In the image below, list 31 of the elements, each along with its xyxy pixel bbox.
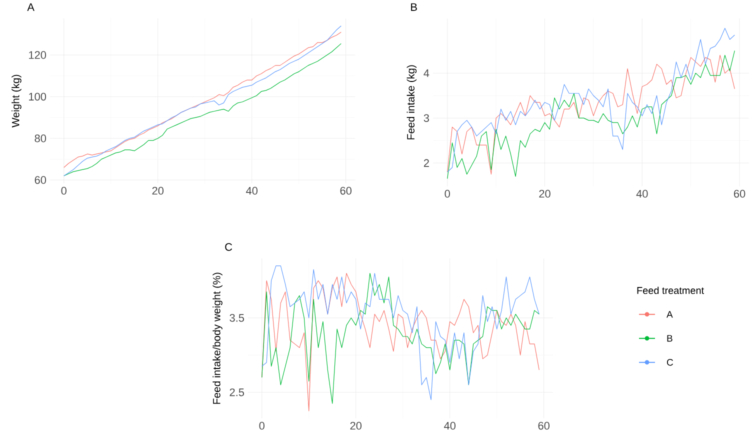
y-tick-label: 3.5 [230,314,244,322]
y-tick-label: 80 [34,134,46,142]
y-tick-label: 3 [424,114,430,122]
y-axis-title: Weight (kg) [12,74,22,128]
x-tick-label: 0 [444,190,450,198]
x-tick-label: 20 [152,186,164,195]
y-tick-label: 60 [34,176,46,184]
x-tick-label: 0 [259,422,264,430]
x-tick-label: 20 [539,190,550,198]
x-tick-label: 60 [734,190,746,198]
x-tick-label: 0 [61,186,66,195]
x-tick-label: 60 [340,186,352,195]
legend-label: C [667,359,674,366]
x-tick-label: 40 [246,186,258,195]
chart-title: C [225,243,232,251]
y-tick-label: 4 [424,69,430,77]
legend-label: A [666,311,673,318]
legend-label: B [667,335,672,342]
y-axis-title: Feed intake (kg) [406,65,417,140]
y-tick-label: 120 [29,51,46,59]
y-tick-label: 2 [424,159,429,167]
y-axis-title: Feed intake/body weight (%) [212,272,222,404]
y-tick-label: 100 [29,92,46,101]
chart-title: A [27,3,34,11]
legend-title: Feed treatment [637,286,704,294]
y-tick-label: 2.5 [230,388,244,396]
x-tick-label: 60 [538,422,550,430]
x-tick-label: 40 [444,422,456,430]
chart-title: B [411,3,417,11]
x-tick-label: 20 [350,422,362,430]
x-tick-label: 40 [636,190,648,198]
